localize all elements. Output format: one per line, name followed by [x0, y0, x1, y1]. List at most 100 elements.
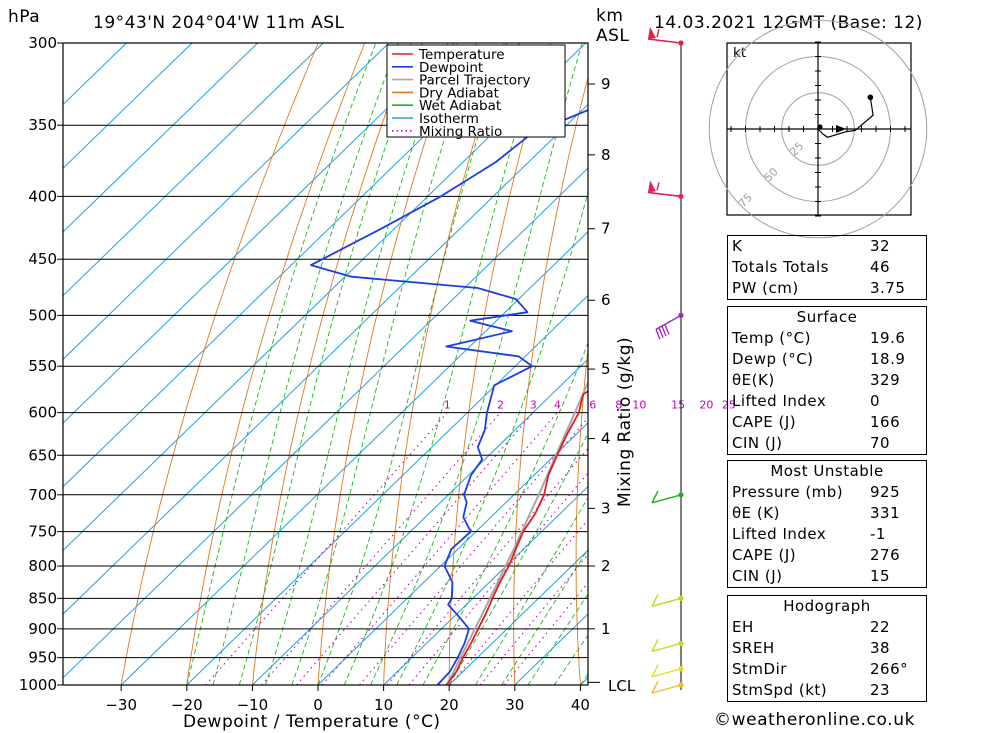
mixing-ratio-line: [449, 518, 588, 685]
pressure-tick-label: 1000: [19, 676, 57, 694]
pressure-tick-label: 300: [28, 34, 57, 52]
surface-label: Lifted Index: [732, 392, 827, 410]
mixing-ratio-line: [296, 412, 534, 685]
pressure-tick-label: 900: [28, 620, 57, 638]
mixing-ratio-label: 4: [554, 399, 561, 412]
hodograph-row: SREH 38: [728, 638, 927, 659]
pressure-tick-label: 600: [28, 404, 57, 422]
isotherm-line: [63, 43, 193, 169]
wind-barb-feather: [651, 490, 659, 504]
datetime-title: 14.03.2021 12GMT (Base: 12): [654, 13, 923, 33]
isotherm-line: [317, 422, 588, 685]
isotherm-line: [383, 485, 588, 685]
surface-value: 18.9: [870, 350, 906, 368]
wind-barb-flag: [648, 27, 656, 39]
km-tick-label: 8: [601, 146, 611, 164]
surface-row: CAPE (J) 166: [728, 412, 927, 433]
most_unstable-row: Lifted Index -1: [728, 524, 927, 545]
legend-label: Dewpoint: [419, 60, 483, 76]
most_unstable-label: Lifted Index: [732, 525, 827, 543]
wind-barb-feather: [651, 594, 659, 607]
wet-adiabat-line: [291, 43, 477, 685]
wind-barb-feather: [664, 324, 670, 335]
mixing-ratio-label: 10: [632, 399, 646, 412]
most_unstable-value: 925: [870, 483, 901, 501]
grid-layer: [63, 43, 588, 685]
x-tick-label: 10: [374, 696, 393, 714]
km-tick-label: 1: [601, 620, 611, 638]
surface-label: Temp (°C): [732, 329, 811, 347]
dry-adiabat-line: [448, 43, 552, 685]
surface-label: Dewp (°C): [732, 350, 814, 368]
legend-label: Wet Adiabat: [419, 98, 501, 114]
surface-value: 329: [870, 371, 901, 389]
hodograph-row: EH 22: [728, 617, 927, 638]
axis-layer: 1 2 3 4 6 8 10 15 20 2530035040045050055060065070…: [19, 34, 736, 714]
wind-barb: [651, 664, 684, 678]
wind-barb: [647, 27, 684, 46]
km-tick-label: 2: [601, 557, 611, 575]
isotherm-line: [448, 549, 588, 685]
x-tick-label: −10: [237, 696, 269, 714]
dry-adiabat-line: [383, 43, 505, 685]
km-tick-label: 6: [601, 291, 611, 309]
isotherm-line: [120, 231, 588, 685]
wind-barb-feather: [656, 28, 660, 38]
pressure-tick-label: 700: [28, 486, 57, 504]
mixing-ratio-line: [386, 447, 588, 685]
surface-value: 166: [870, 413, 901, 431]
most_unstable-value: 15: [870, 567, 891, 585]
x-tick-label: −30: [105, 696, 137, 714]
surface-row: Dewp (°C) 18.9: [728, 349, 927, 370]
surface-label: CAPE (J): [732, 413, 797, 431]
mixing-ratio-label: 25: [722, 399, 736, 412]
wind-barb: [647, 180, 684, 200]
profile-layer: [310, 109, 588, 685]
isotherm-line: [63, 43, 390, 361]
wind-barb-staff: [647, 38, 682, 44]
x-tick-label: 20: [440, 696, 459, 714]
mixing-ratio-label: 20: [699, 399, 713, 412]
mixing-ratio-line: [321, 412, 558, 685]
most_unstable-label: CAPE (J): [732, 546, 797, 564]
wet-adiabat-line: [448, 432, 588, 685]
most_unstable-label: θE (K): [732, 504, 780, 522]
hodograph-row: StmSpd (kt) 23: [728, 680, 927, 702]
pressure-tick-label: 950: [28, 649, 57, 667]
isotherm-line: [252, 358, 588, 685]
x-tick-label: 0: [313, 696, 323, 714]
wet-adiabat-line: [396, 190, 588, 685]
dry-adiabat-line: [317, 43, 459, 685]
most_unstable-row: CIN (J) 15: [728, 566, 927, 588]
most_unstable-value: 276: [870, 546, 901, 564]
dry-adiabat-line: [186, 43, 366, 685]
km-unit-label: km: [596, 6, 623, 26]
wind-barb: [651, 639, 684, 653]
mixing-ratio-line: [261, 412, 501, 685]
legend-box: [386, 44, 566, 138]
surface-section-title: Surface: [796, 308, 858, 326]
hodograph-endpoint: [867, 94, 874, 101]
wind-barb-staff: [651, 684, 682, 694]
hodograph-value: 38: [870, 639, 891, 657]
general-value: 3.75: [870, 279, 906, 297]
hodograph-value: 22: [870, 618, 891, 636]
surface-label: CIN (J): [732, 434, 783, 452]
surface-row: Temp (°C) 19.6: [728, 328, 927, 349]
pressure-tick-label: 650: [28, 446, 57, 464]
asl-unit-label: ASL: [596, 26, 629, 46]
pressure-tick-label: 750: [28, 523, 57, 541]
wet-adiabat-line: [265, 43, 449, 685]
pressure-tick-label: 400: [28, 187, 57, 205]
copyright-notice: ©weatheronline.co.uk: [714, 710, 916, 730]
location-title: 19°43'N 204°04'W 11m ASL: [93, 13, 345, 33]
hodograph-value: 266°: [870, 660, 909, 678]
dry-adiabat-line: [513, 75, 588, 685]
wind-barb-feather: [651, 680, 659, 694]
km-tick-label: 9: [601, 75, 611, 93]
storm-motion-arrow: [836, 125, 846, 133]
hodograph-ring: [708, 19, 928, 239]
wind-barb-feather: [658, 327, 664, 339]
hodograph-row: StmDir 266°: [728, 659, 927, 680]
